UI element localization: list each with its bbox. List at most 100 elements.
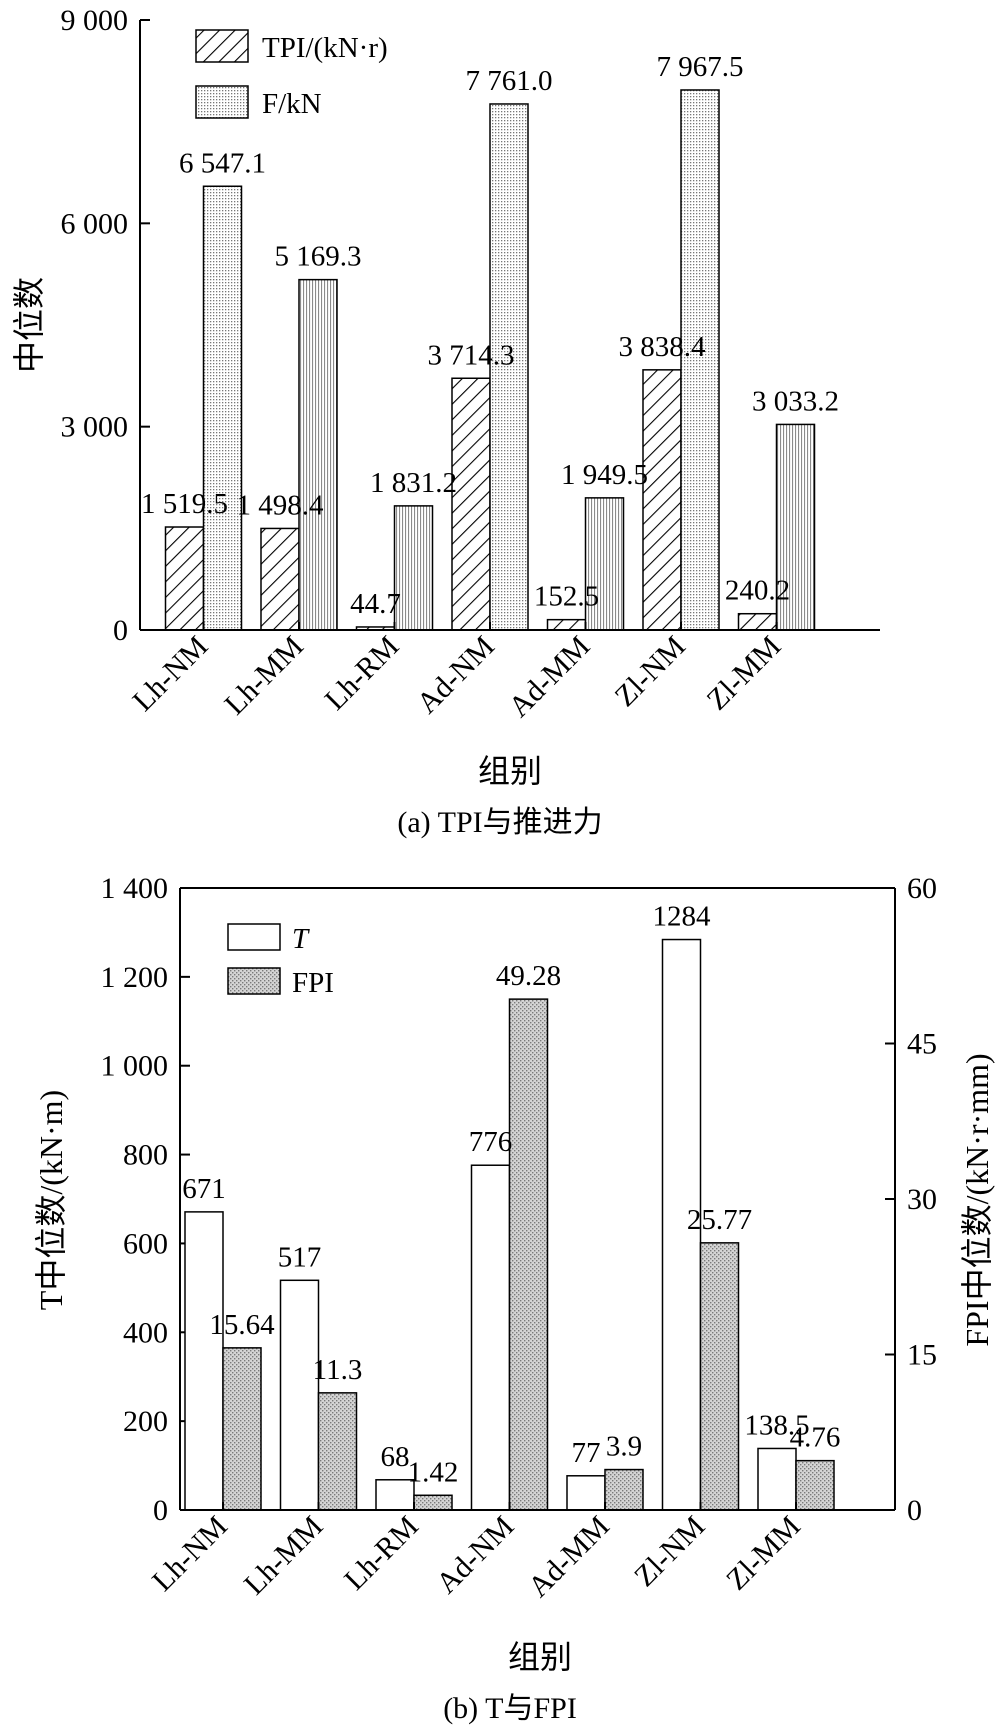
panel-b-y-tick-label-right: 60	[907, 872, 937, 905]
data-label-t: 138.5	[744, 1409, 809, 1441]
panel-b-y-tick-label-left: 400	[123, 1316, 168, 1349]
bar-f	[298, 278, 338, 631]
panel-b-y-tick-label-left: 0	[153, 1494, 168, 1527]
panel-b-y-tick-label-left: 1 000	[101, 1050, 169, 1083]
data-label-t: 68	[381, 1441, 410, 1473]
data-label-t: 1284	[653, 901, 712, 933]
panel-a-x-tick-label: Zl-MM	[700, 630, 787, 717]
data-label-f: 3 033.2	[752, 385, 839, 417]
panel-b-y-ticks-right: 0 15 30 45 60	[885, 872, 937, 1527]
data-label-fpi: 3.9	[606, 1431, 642, 1463]
data-label-tpi: 3 714.3	[428, 339, 515, 371]
panel-a-x-tick-label: Ad-MM	[502, 630, 596, 724]
panel-b-y-ticks-left: 0 200 400 600 800 1 000 1 200 1 400	[101, 872, 190, 1527]
panel-b-y-tick-label-left: 1 200	[101, 961, 169, 994]
data-label-f: 1 949.5	[561, 459, 648, 491]
bar-fpi	[222, 1347, 262, 1511]
data-label-f: 7 761.0	[466, 65, 553, 97]
panel-a-y-tick-label: 9 000	[61, 4, 129, 37]
bar-tpi	[260, 527, 300, 631]
panel-a-y-tick-label: 3 000	[61, 411, 129, 444]
bar-f	[202, 185, 243, 631]
legend-label-fpi: FPI	[292, 967, 334, 999]
data-label-fpi: 11.3	[313, 1354, 363, 1386]
panel-b-x-tick-label: Zl-MM	[720, 1510, 807, 1597]
data-label-tpi: 1 519.5	[141, 488, 228, 520]
bar-tpi	[546, 618, 587, 631]
data-label-f: 6 547.1	[179, 147, 266, 179]
panel-b-y-axis-title-left: T中位数/(kN·m)	[33, 1090, 69, 1310]
panel-b-chart: 0 200 400 600 800 1 000 1 200 1 400 0 15 30 45 60 6…	[33, 872, 995, 1725]
bar-f	[393, 505, 434, 631]
panel-a-x-tick-label: Zl-NM	[609, 630, 692, 713]
bar-t	[279, 1279, 320, 1511]
panel-b-x-tick-label: Lh-MM	[238, 1510, 330, 1602]
data-label-tpi: 240.2	[725, 575, 790, 607]
panel-a-x-tick-label: Lh-RM	[318, 630, 405, 717]
panel-a-y-axis-title: 中位数	[11, 277, 47, 373]
legend-swatch-t	[227, 923, 281, 951]
legend-label-tpi: TPI/(kN·r)	[262, 32, 388, 64]
bar-t	[184, 1211, 224, 1511]
panel-b-x-tick-label: Ad-MM	[522, 1510, 616, 1604]
panel-b-y-tick-label-right: 15	[907, 1339, 937, 1372]
data-label-t: 671	[182, 1173, 226, 1205]
bar-tpi	[451, 377, 491, 631]
legend-swatch-f	[195, 85, 249, 119]
panel-b-y-tick-label-left: 800	[123, 1139, 168, 1172]
bar-tpi	[737, 612, 778, 631]
panel-a-x-axis-title: 组别	[478, 753, 542, 789]
panel-b-x-axis-title: 组别	[508, 1639, 572, 1675]
data-label-tpi: 3 838.4	[619, 331, 707, 363]
panel-b-legend: T FPI	[227, 923, 334, 999]
bar-t	[470, 1164, 511, 1511]
data-label-fpi: 25.77	[687, 1204, 752, 1236]
data-label-fpi: 49.28	[496, 960, 561, 992]
panel-b-value-labels: 671 15.64 517 11.3 681.42 776 49.28 77 3.9 1284 25…	[182, 901, 840, 1489]
bar-fpi	[795, 1459, 835, 1511]
data-label-tpi: 44.7	[350, 588, 401, 620]
panel-b-caption: (b) T与FPI	[443, 1692, 577, 1725]
bar-f	[584, 497, 625, 631]
panel-b-y-axis-title-right: FPI中位数/(kN·r·mm)	[959, 1053, 995, 1346]
panel-a-axes	[139, 20, 880, 631]
panel-a-caption: (a) TPI与推进力	[397, 806, 602, 839]
bar-fpi	[317, 1392, 358, 1511]
legend-label-f: F/kN	[262, 88, 322, 120]
legend-swatch-tpi	[195, 29, 249, 63]
panel-a-legend: TPI/(kN·r) F/kN	[195, 29, 388, 120]
data-label-fpi: 4.76	[790, 1422, 841, 1454]
panel-b-y-tick-label-right: 30	[907, 1183, 937, 1216]
panel-a-value-labels: 1 519.5 6 547.1 1 498.4 5 169.3 44.7 1 831.2 3…	[141, 51, 839, 620]
bar-f	[489, 103, 529, 631]
panel-a-chart: 0 3 000 6 000 9 000 1 519.5 6 547.1 1 498.4 5 …	[11, 4, 880, 839]
legend-label-t: T	[292, 923, 310, 955]
bar-t	[757, 1447, 797, 1511]
bar-fpi	[699, 1242, 740, 1511]
panel-b-x-tick-label: Lh-RM	[338, 1510, 425, 1597]
panel-a-x-tick-label: Lh-NM	[126, 630, 214, 718]
bar-fpi	[508, 998, 549, 1511]
data-label-t: 77	[572, 1437, 601, 1469]
data-label-f: 7 967.5	[657, 51, 744, 83]
panel-a-y-ticks: 0 3 000 6 000 9 000	[61, 4, 150, 647]
panel-b-y-tick-label-right: 0	[907, 1494, 922, 1527]
bar-f	[775, 423, 816, 631]
panel-a-x-tick-labels: Lh-NM Lh-MM Lh-RM Ad-NM Ad-MM Zl-NM Zl-MM	[126, 622, 787, 724]
bar-tpi	[164, 526, 205, 631]
panel-b-y-tick-label-left: 200	[123, 1405, 168, 1438]
data-label-tpi: 1 498.4	[237, 489, 325, 521]
bar-fpi	[413, 1494, 453, 1511]
data-label-t: 776	[469, 1126, 513, 1158]
data-label-f: 1 831.2	[370, 467, 457, 499]
panel-a-x-tick-label: Lh-MM	[218, 630, 310, 722]
panel-b-x-tick-label: Zl-NM	[628, 1510, 711, 1593]
panel-b-x-tick-labels: Lh-NM Lh-MM Lh-RM Ad-NM Ad-MM Zl-NM Zl-MM	[146, 1502, 807, 1604]
panel-b-y-tick-label-right: 45	[907, 1028, 937, 1061]
panel-b-bars	[184, 938, 835, 1511]
bar-t	[566, 1475, 606, 1511]
data-label-t: 517	[278, 1241, 322, 1273]
bar-fpi	[604, 1468, 644, 1511]
data-label-f: 5 169.3	[275, 241, 362, 273]
